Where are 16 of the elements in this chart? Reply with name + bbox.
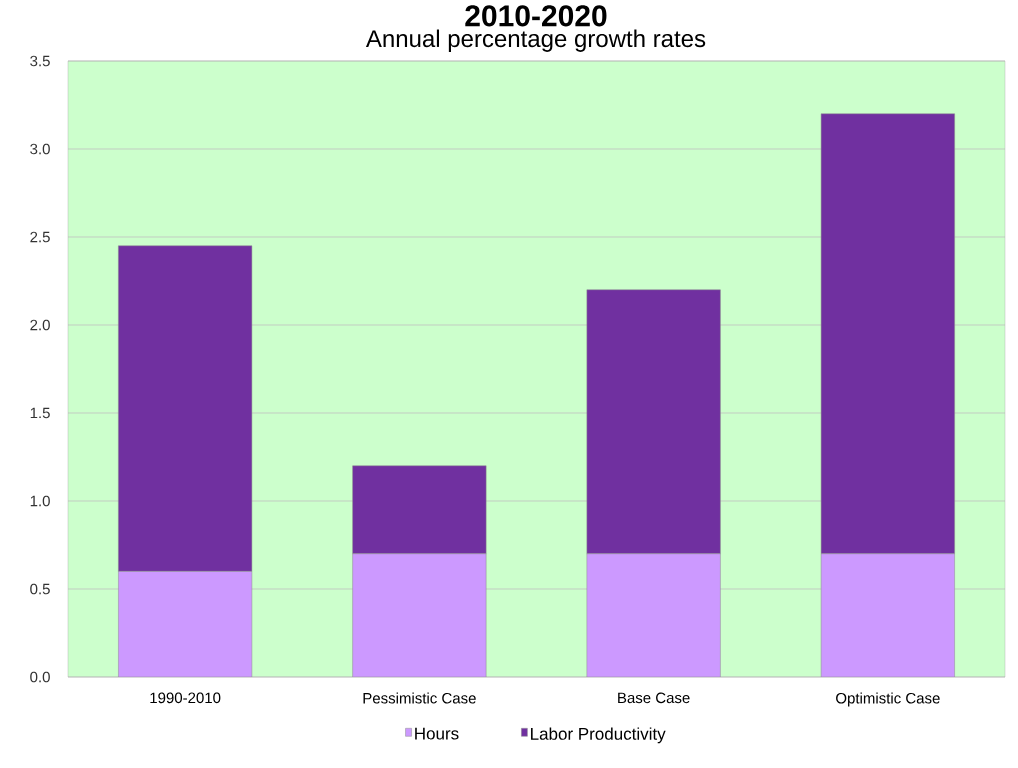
chart-subtitle: Annual percentage growth rates — [365, 29, 706, 52]
chart-title: 2010-2020 — [465, 5, 607, 27]
y-tick-label: 3.5 — [30, 55, 50, 67]
legend-label: Hours — [415, 727, 459, 740]
y-tick-label: 1.0 — [30, 495, 50, 507]
y-tick-label: 3.0 — [30, 143, 50, 155]
legend-label: Labor Productivity — [531, 727, 666, 744]
x-tick-label: 1990-2010 — [150, 692, 221, 704]
x-tick-label: Optimistic Case — [836, 692, 940, 707]
y-tick-label: 0.0 — [30, 671, 50, 683]
y-tick-label: 2.0 — [30, 319, 50, 331]
y-tick-label: 0.5 — [30, 583, 50, 595]
y-tick-label: 1.5 — [30, 407, 50, 419]
x-tick-label: Base Case — [618, 692, 690, 704]
y-tick-label: 2.5 — [30, 231, 50, 243]
x-tick-label: Pessimistic Case — [363, 692, 476, 704]
